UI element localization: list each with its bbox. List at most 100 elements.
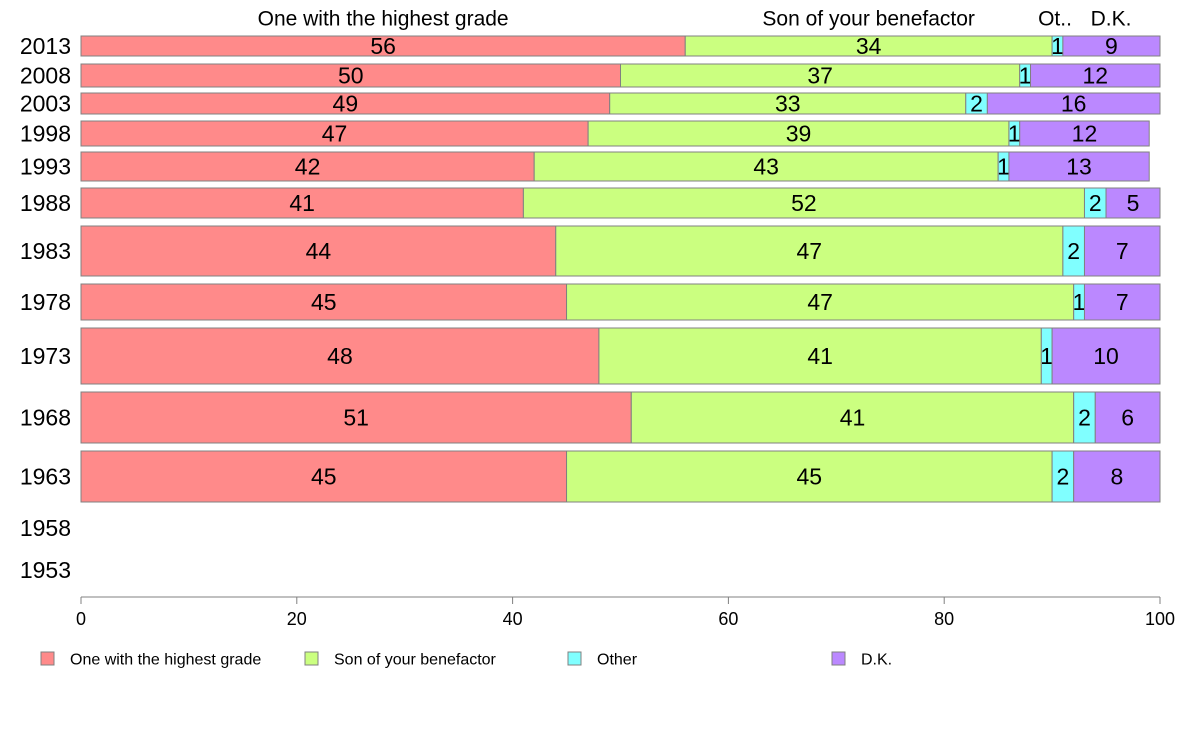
data-label-2013-series-0: 56 — [370, 33, 396, 59]
year-label-1953: 1953 — [20, 557, 71, 583]
year-label-1958: 1958 — [20, 515, 71, 541]
data-label-1998-series-1: 39 — [786, 121, 812, 147]
year-label-1993: 1993 — [20, 154, 71, 180]
bar-segment-1988-series-1 — [522, 187, 1085, 219]
data-label-1988-series-1: 52 — [791, 190, 817, 216]
x-tick-label-40: 40 — [503, 609, 523, 629]
data-label-1978-series-0: 45 — [311, 289, 337, 315]
year-label-1988: 1988 — [20, 190, 71, 216]
data-label-1993-series-0: 42 — [295, 154, 321, 180]
year-label-1983: 1983 — [20, 238, 71, 264]
bar-segment-1978-series-0 — [80, 283, 568, 321]
data-label-1968-series-2: 2 — [1078, 405, 1091, 431]
bar-segment-1973-series-1 — [598, 327, 1042, 385]
bar-segment-1968-series-3 — [1094, 391, 1161, 444]
year-label-1973: 1973 — [20, 343, 71, 369]
bar-segment-1993-series-1 — [533, 151, 999, 182]
legend-swatch-series-1 — [304, 651, 319, 666]
year-label-2013: 2013 — [20, 33, 71, 59]
data-label-1983-series-1: 47 — [797, 238, 823, 264]
data-label-1993-series-2: 1 — [997, 154, 1010, 180]
bar-segment-1968-series-1 — [630, 391, 1075, 444]
data-label-2003-series-2: 2 — [970, 91, 983, 117]
bar-segment-1988-series-3 — [1105, 187, 1161, 219]
data-label-2008-series-2: 1 — [1019, 63, 1032, 89]
data-label-1968-series-3: 6 — [1121, 405, 1134, 431]
bar-segment-1968-series-0 — [80, 391, 632, 444]
bar-segment-1998-series-3 — [1019, 120, 1150, 147]
bar-segment-2008-series-3 — [1030, 63, 1161, 88]
year-label-1998: 1998 — [20, 121, 71, 147]
data-label-1963-series-1: 45 — [797, 464, 823, 490]
data-label-1988-series-3: 5 — [1127, 190, 1140, 216]
x-tick-label-0: 0 — [76, 609, 86, 629]
data-label-1978-series-2: 1 — [1073, 289, 1086, 315]
column-headers: One with the highest grade Son of your be… — [258, 8, 1132, 31]
data-label-1973-series-1: 41 — [807, 343, 833, 369]
bar-segment-1973-series-3 — [1051, 327, 1161, 385]
data-label-1998-series-3: 12 — [1072, 121, 1098, 147]
year-label-2003: 2003 — [20, 91, 71, 117]
legend-swatch-series-0 — [40, 651, 55, 666]
data-label-1998-series-2: 1 — [1008, 121, 1021, 147]
year-label-1978: 1978 — [20, 289, 71, 315]
bar-segment-1978-series-3 — [1083, 283, 1161, 321]
data-label-1988-series-2: 2 — [1089, 190, 1102, 216]
bar-segment-1983-series-3 — [1083, 225, 1161, 277]
data-label-2008-series-1: 37 — [807, 63, 833, 89]
column-header-series-3: D.K. — [1091, 8, 1132, 31]
bar-segment-1993-series-3 — [1008, 151, 1150, 182]
data-label-2013-series-2: 1 — [1051, 33, 1064, 59]
bar-segment-2013-series-3 — [1062, 35, 1161, 57]
data-label-2003-series-1: 33 — [775, 91, 801, 117]
x-tick-label-100: 100 — [1145, 609, 1175, 629]
legend-label-series-0: One with the highest grade — [70, 652, 261, 669]
x-tick-label-80: 80 — [934, 609, 954, 629]
bar-segment-1973-series-0 — [80, 327, 600, 385]
data-label-2013-series-1: 34 — [856, 33, 882, 59]
bar-segment-1988-series-0 — [80, 187, 524, 219]
bar-segment-2003-series-3 — [986, 92, 1161, 115]
data-label-1973-series-3: 10 — [1093, 343, 1119, 369]
bar-segment-1983-series-1 — [555, 225, 1064, 277]
data-label-1968-series-0: 51 — [343, 405, 369, 431]
data-label-1988-series-0: 41 — [289, 190, 315, 216]
bar-segment-1998-series-0 — [80, 120, 589, 147]
bar-segment-1993-series-0 — [80, 151, 535, 182]
data-label-1983-series-3: 7 — [1116, 238, 1129, 264]
data-label-1973-series-2: 1 — [1040, 343, 1053, 369]
x-tick-label-60: 60 — [718, 609, 738, 629]
legend: One with the highest grade Son of your be… — [40, 651, 892, 669]
column-header-series-1: Son of your benefactor — [762, 8, 974, 31]
x-axis: 0 20 40 60 80 100 — [76, 596, 1175, 629]
bar-segment-1998-series-1 — [587, 120, 1010, 147]
legend-swatch-series-3 — [831, 651, 846, 666]
data-label-1968-series-1: 41 — [840, 405, 866, 431]
data-label-2008-series-0: 50 — [338, 63, 364, 89]
data-label-2013-series-3: 9 — [1105, 33, 1118, 59]
data-label-1998-series-0: 47 — [322, 121, 348, 147]
data-label-1963-series-0: 45 — [311, 464, 337, 490]
data-label-2003-series-3: 16 — [1061, 91, 1087, 117]
data-label-1993-series-3: 13 — [1066, 154, 1092, 180]
bar-segment-1983-series-0 — [80, 225, 557, 277]
data-label-1993-series-1: 43 — [753, 154, 779, 180]
year-label-2008: 2008 — [20, 63, 71, 89]
legend-label-series-2: Other — [597, 652, 638, 669]
bar-segment-1978-series-1 — [566, 283, 1075, 321]
data-label-1978-series-3: 7 — [1116, 289, 1129, 315]
data-label-1983-series-0: 44 — [306, 238, 332, 264]
data-label-1978-series-1: 47 — [807, 289, 833, 315]
data-label-2008-series-3: 12 — [1082, 63, 1108, 89]
legend-label-series-3: D.K. — [861, 652, 892, 669]
year-label-1963: 1963 — [20, 464, 71, 490]
year-label-1968: 1968 — [20, 405, 71, 431]
legend-swatch-series-2 — [567, 651, 582, 666]
data-label-1973-series-0: 48 — [327, 343, 353, 369]
x-tick-label-20: 20 — [287, 609, 307, 629]
data-label-1963-series-3: 8 — [1110, 464, 1123, 490]
bar-segment-1963-series-3 — [1073, 450, 1161, 503]
